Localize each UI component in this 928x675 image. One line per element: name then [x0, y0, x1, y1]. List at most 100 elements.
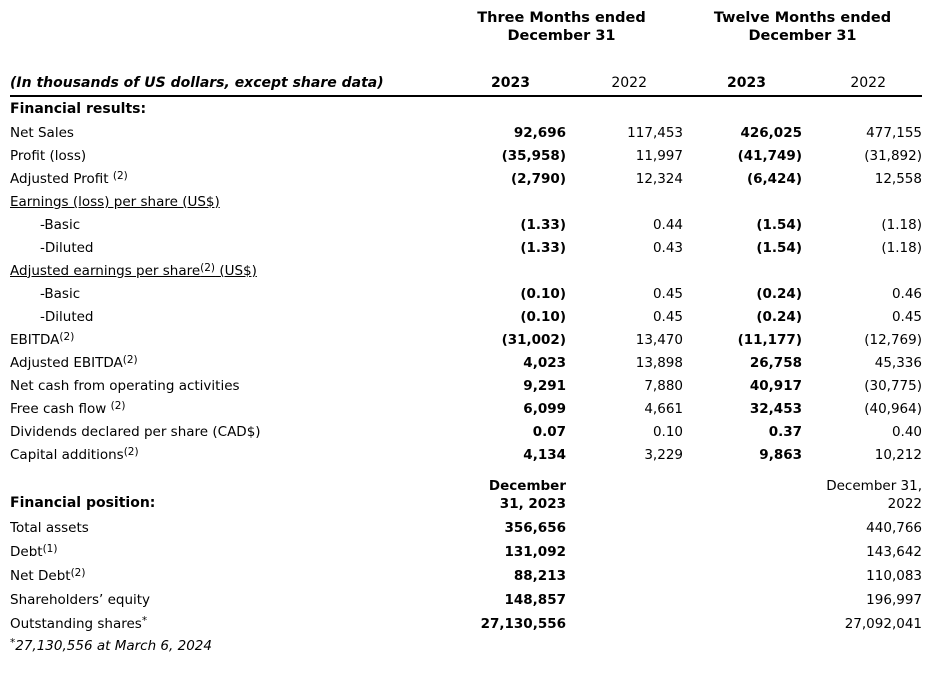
position-date-header-2023: December 31, 2023	[488, 478, 566, 512]
units-note-cell: (In thousands of US dollars, except shar…	[10, 58, 440, 97]
value-cell: (11,177)	[737, 331, 802, 348]
value-cell: 11,997	[635, 147, 683, 164]
value-cell: 0.40	[891, 423, 922, 440]
value-cell: 0.10	[652, 423, 683, 440]
row-label-ebitda: EBITDA(2)	[10, 330, 75, 348]
empty-cell	[566, 464, 802, 513]
footnote: *27,130,556 at March 6, 2024	[10, 638, 928, 654]
year-header-row: (In thousands of US dollars, except shar…	[10, 58, 922, 97]
empty-cell	[566, 585, 802, 609]
value-cell: 9,291	[523, 377, 566, 394]
table-row-net-sales: Net Sales 92,696 117,453 426,025 477,155	[10, 119, 922, 142]
value-cell: (31,892)	[864, 147, 922, 164]
value-cell: 0.45	[652, 308, 683, 325]
value-cell: (1.54)	[756, 239, 802, 256]
financial-position-header-row: Financial position: December 31, 2023 De…	[10, 464, 922, 513]
value-cell: 0.07	[532, 423, 566, 440]
value-cell: (30,775)	[864, 377, 922, 394]
table-row-eps-basic: -Basic (1.33) 0.44 (1.54) (1.18)	[10, 211, 922, 234]
value-cell: 196,997	[866, 591, 922, 608]
value-cell: (1.18)	[881, 239, 922, 256]
value-cell: 27,092,041	[844, 615, 922, 632]
value-cell: 0.45	[891, 308, 922, 325]
value-cell: 0.46	[891, 285, 922, 302]
value-cell: 0.44	[652, 216, 683, 233]
units-note: (In thousands of US dollars, except shar…	[10, 75, 384, 92]
value-cell: 9,863	[759, 446, 802, 463]
table-row-profit-loss: Profit (loss) (35,958) 11,997 (41,749) (…	[10, 142, 922, 165]
row-label-eps-diluted: -Diluted	[40, 239, 94, 256]
value-cell: (0.24)	[756, 308, 802, 325]
financial-results-title: Financial results:	[10, 101, 147, 118]
value-cell: (1.33)	[520, 216, 566, 233]
table-row-dividends: Dividends declared per share (CAD$) 0.07…	[10, 418, 922, 441]
value-cell: 0.43	[652, 239, 683, 256]
year-header-12m-2022: 2022	[802, 58, 922, 97]
value-cell: (1.18)	[881, 216, 922, 233]
value-cell: 12,324	[635, 170, 683, 187]
value-cell: 477,155	[866, 124, 922, 141]
table-row-eps-diluted: -Diluted (1.33) 0.43 (1.54) (1.18)	[10, 234, 922, 257]
empty-cell	[566, 609, 802, 633]
value-cell: (31,002)	[501, 331, 566, 348]
value-cell: 4,661	[644, 400, 683, 417]
value-cell: 131,092	[504, 543, 567, 560]
table-row-adjusted-profit: Adjusted Profit (2) (2,790) 12,324 (6,42…	[10, 165, 922, 188]
row-label-free-cash-flow: Free cash flow (2)	[10, 399, 126, 417]
footnote-asterisk: *	[10, 637, 16, 650]
table-row-adjusted-ebitda: Adjusted EBITDA(2) 4,023 13,898 26,758 4…	[10, 349, 922, 372]
value-cell: 12,558	[874, 170, 922, 187]
value-cell: 10,212	[874, 446, 922, 463]
value-cell: (35,958)	[501, 147, 566, 164]
value-cell: 4,023	[523, 354, 566, 371]
value-cell: (40,964)	[864, 400, 922, 417]
row-label-adj-eps-basic: -Basic	[40, 285, 81, 302]
value-cell: 40,917	[749, 377, 802, 394]
value-cell: (6,424)	[746, 170, 802, 187]
empty-cell	[566, 537, 802, 561]
value-cell: 27,130,556	[480, 615, 566, 632]
value-cell: (0.10)	[520, 308, 566, 325]
value-cell: 88,213	[513, 567, 566, 584]
year-header-3m-2023: 2023	[440, 58, 566, 97]
row-label-eps-basic: -Basic	[40, 216, 81, 233]
row-label-shareholders-equity: Shareholders’ equity	[10, 591, 151, 608]
table-row-total-assets: Total assets 356,656 440,766	[10, 513, 922, 537]
value-cell: 117,453	[627, 124, 683, 141]
row-label-profit-loss: Profit (loss)	[10, 147, 87, 164]
value-cell: 356,656	[504, 519, 567, 536]
row-label-adj-eps-diluted: -Diluted	[40, 308, 94, 325]
row-label-debt: Debt(1)	[10, 542, 58, 560]
value-cell: 440,766	[866, 519, 922, 536]
value-cell: 13,898	[635, 354, 683, 371]
value-cell: 45,336	[874, 354, 922, 371]
value-cell: (0.24)	[756, 285, 802, 302]
value-cell: (0.10)	[520, 285, 566, 302]
value-cell: 4,134	[523, 446, 566, 463]
table-row-shareholders-equity: Shareholders’ equity 148,857 196,997	[10, 585, 922, 609]
table-row-adj-eps-basic: -Basic (0.10) 0.45 (0.24) 0.46	[10, 280, 922, 303]
table-row-adj-eps-diluted: -Diluted (0.10) 0.45 (0.24) 0.45	[10, 303, 922, 326]
value-cell: 26,758	[749, 354, 802, 371]
group-header-twelve-months: Twelve Months ended December 31	[713, 10, 892, 45]
value-cell: 7,880	[644, 377, 683, 394]
table-row-ebitda: EBITDA(2) (31,002) 13,470 (11,177) (12,7…	[10, 326, 922, 349]
financial-summary-sheet: Three Months ended December 31 Twelve Mo…	[10, 8, 928, 654]
value-cell: 92,696	[513, 124, 566, 141]
table-row-free-cash-flow: Free cash flow (2) 6,099 4,661 32,453 (4…	[10, 395, 922, 418]
empty-cell	[566, 561, 802, 585]
row-label-outstanding-shares: Outstanding shares*	[10, 614, 148, 632]
section-title-row: Financial results:	[10, 96, 922, 119]
value-cell: 6,099	[523, 400, 566, 417]
row-label-total-assets: Total assets	[10, 519, 89, 536]
row-label-net-debt: Net Debt(2)	[10, 566, 86, 584]
value-cell: 143,642	[866, 543, 922, 560]
table-row-net-debt: Net Debt(2) 88,213 110,083	[10, 561, 922, 585]
value-cell: 426,025	[740, 124, 803, 141]
row-label-eps-header: Earnings (loss) per share (US$)	[10, 193, 220, 210]
value-cell: 0.37	[768, 423, 802, 440]
table-row-eps-header: Earnings (loss) per share (US$)	[10, 188, 922, 211]
empty-cell	[10, 8, 440, 58]
value-cell: (12,769)	[864, 331, 922, 348]
empty-cell	[566, 513, 802, 537]
